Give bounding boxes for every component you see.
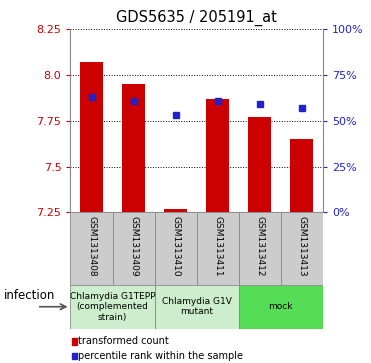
- Bar: [155, 285, 239, 329]
- Text: GSM1313410: GSM1313410: [171, 216, 180, 277]
- Bar: [290, 139, 313, 212]
- Bar: [155, 212, 197, 285]
- Title: GDS5635 / 205191_at: GDS5635 / 205191_at: [116, 10, 277, 26]
- Text: GSM1313408: GSM1313408: [87, 216, 96, 277]
- Text: transformed count: transformed count: [78, 336, 169, 346]
- Bar: [197, 212, 239, 285]
- Bar: [281, 212, 323, 285]
- Text: Chlamydia G1V
mutant: Chlamydia G1V mutant: [162, 297, 232, 317]
- Text: GSM1313412: GSM1313412: [255, 216, 264, 277]
- Bar: [248, 117, 271, 212]
- Bar: [239, 212, 281, 285]
- Bar: [80, 62, 103, 212]
- Text: percentile rank within the sample: percentile rank within the sample: [78, 351, 243, 361]
- Bar: [70, 285, 155, 329]
- Text: GSM1313411: GSM1313411: [213, 216, 222, 277]
- Bar: [206, 99, 229, 212]
- Text: Chlamydia G1TEPP
(complemented
strain): Chlamydia G1TEPP (complemented strain): [70, 292, 155, 322]
- Text: GSM1313413: GSM1313413: [297, 216, 306, 277]
- Bar: [239, 285, 323, 329]
- Bar: [164, 209, 187, 212]
- Text: mock: mock: [269, 302, 293, 311]
- Text: GSM1313409: GSM1313409: [129, 216, 138, 277]
- Bar: [70, 212, 112, 285]
- Bar: [112, 212, 155, 285]
- Text: infection: infection: [4, 289, 55, 302]
- Bar: [122, 84, 145, 212]
